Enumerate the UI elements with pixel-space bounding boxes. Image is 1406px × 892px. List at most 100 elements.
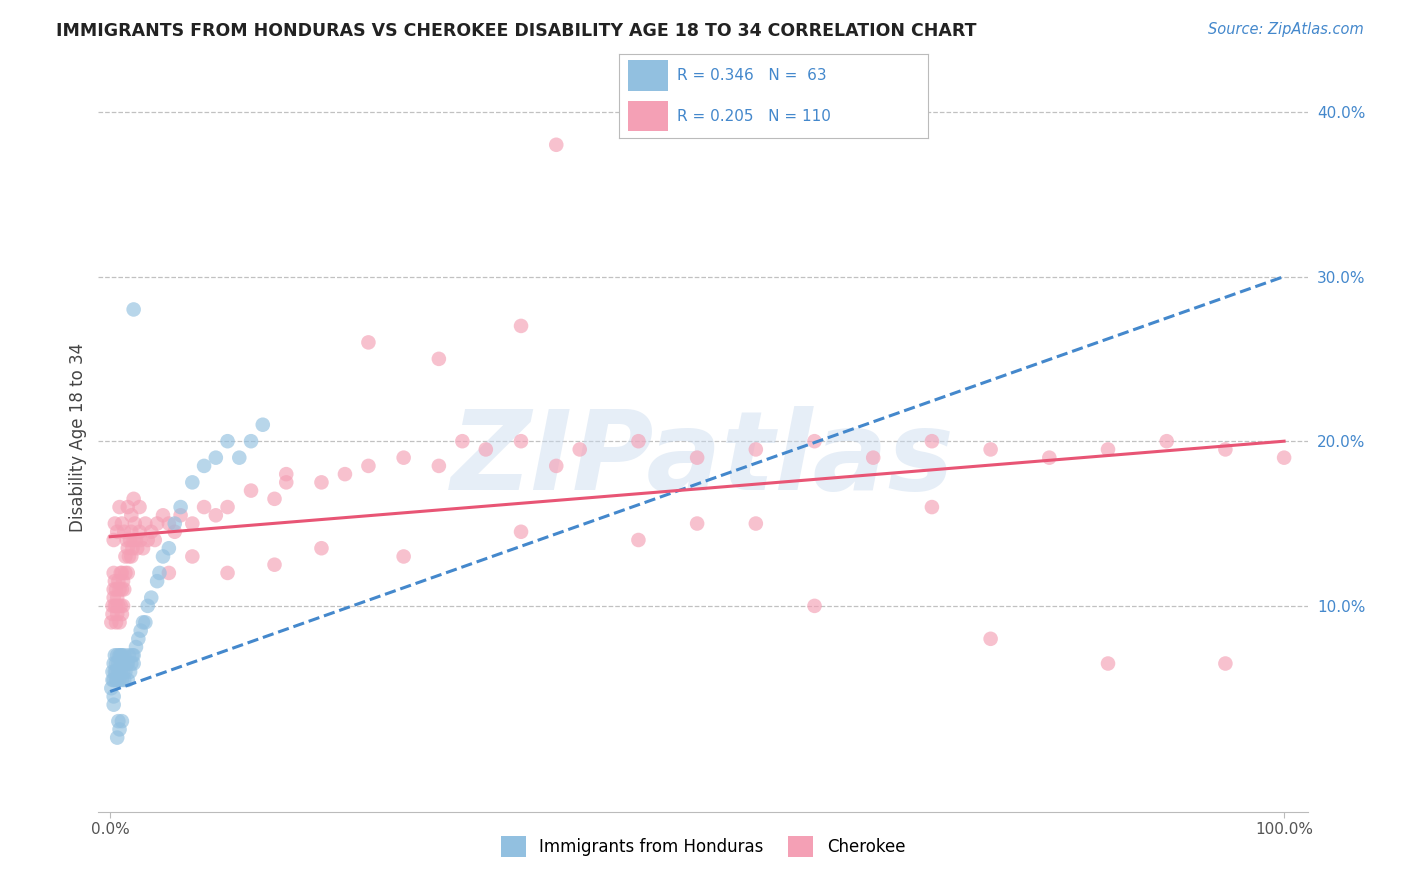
Point bbox=[104, 516, 127, 531]
Point bbox=[1097, 442, 1119, 457]
Point bbox=[1272, 450, 1295, 465]
Point bbox=[568, 442, 591, 457]
Point bbox=[108, 615, 131, 630]
Text: R = 0.205   N = 110: R = 0.205 N = 110 bbox=[678, 109, 831, 124]
Point bbox=[112, 673, 135, 687]
Bar bbox=[628, 61, 668, 91]
Point bbox=[357, 458, 380, 473]
Point bbox=[103, 566, 125, 580]
Point bbox=[104, 665, 127, 679]
Point bbox=[427, 458, 450, 473]
Point bbox=[132, 541, 155, 556]
Text: Source: ZipAtlas.com: Source: ZipAtlas.com bbox=[1208, 22, 1364, 37]
Point bbox=[105, 665, 128, 679]
Point bbox=[1097, 657, 1119, 671]
Point bbox=[107, 665, 129, 679]
Point bbox=[862, 450, 884, 465]
Point bbox=[103, 657, 125, 671]
Point bbox=[217, 500, 239, 514]
Point bbox=[112, 599, 135, 613]
Point bbox=[111, 673, 134, 687]
Point bbox=[136, 599, 159, 613]
Point bbox=[1215, 442, 1237, 457]
Point bbox=[111, 714, 134, 728]
Point bbox=[311, 541, 333, 556]
Point bbox=[204, 450, 226, 465]
Point bbox=[157, 541, 180, 556]
Point bbox=[228, 450, 250, 465]
Point bbox=[107, 714, 129, 728]
Point bbox=[921, 434, 943, 449]
Point bbox=[105, 582, 128, 597]
Point bbox=[120, 508, 142, 523]
Point bbox=[122, 648, 145, 663]
Point bbox=[117, 657, 139, 671]
Point bbox=[132, 615, 155, 630]
Point bbox=[103, 673, 125, 687]
Point bbox=[122, 491, 145, 506]
Bar bbox=[628, 101, 668, 131]
Point bbox=[118, 549, 141, 564]
Point bbox=[101, 665, 124, 679]
Point bbox=[108, 723, 131, 737]
Point bbox=[115, 657, 138, 671]
Point bbox=[1215, 657, 1237, 671]
Point bbox=[111, 657, 134, 671]
Point bbox=[1156, 434, 1178, 449]
Text: ZIPatlas: ZIPatlas bbox=[451, 406, 955, 513]
Point bbox=[103, 690, 125, 704]
Point bbox=[105, 599, 128, 613]
Point bbox=[112, 524, 135, 539]
Y-axis label: Disability Age 18 to 34: Disability Age 18 to 34 bbox=[69, 343, 87, 532]
Point bbox=[111, 648, 134, 663]
Point bbox=[146, 574, 169, 589]
Point bbox=[111, 582, 134, 597]
Point bbox=[120, 533, 142, 547]
Legend: Immigrants from Honduras, Cherokee: Immigrants from Honduras, Cherokee bbox=[494, 830, 912, 863]
Point bbox=[181, 475, 204, 490]
Point bbox=[110, 648, 132, 663]
Point bbox=[105, 673, 128, 687]
Point bbox=[204, 508, 226, 523]
Point bbox=[193, 500, 215, 514]
Point bbox=[105, 524, 128, 539]
Point bbox=[120, 549, 142, 564]
Point bbox=[333, 467, 356, 482]
Text: IMMIGRANTS FROM HONDURAS VS CHEROKEE DISABILITY AGE 18 TO 34 CORRELATION CHART: IMMIGRANTS FROM HONDURAS VS CHEROKEE DIS… bbox=[56, 22, 977, 40]
Point bbox=[103, 533, 125, 547]
Point bbox=[100, 681, 122, 696]
Point bbox=[276, 467, 298, 482]
Point bbox=[111, 607, 134, 621]
Point bbox=[105, 648, 128, 663]
Point bbox=[252, 417, 274, 432]
Point bbox=[108, 673, 131, 687]
Point bbox=[117, 541, 139, 556]
Point bbox=[240, 434, 263, 449]
Point bbox=[128, 500, 150, 514]
Point bbox=[157, 566, 180, 580]
Point bbox=[169, 500, 191, 514]
Point bbox=[451, 434, 474, 449]
Point bbox=[111, 566, 134, 580]
Point bbox=[357, 335, 380, 350]
Point bbox=[108, 500, 131, 514]
Point bbox=[107, 657, 129, 671]
Point bbox=[141, 524, 163, 539]
Point bbox=[101, 607, 124, 621]
Point bbox=[217, 434, 239, 449]
Point bbox=[112, 665, 135, 679]
Point bbox=[427, 351, 450, 366]
Point bbox=[104, 599, 127, 613]
Point bbox=[105, 673, 128, 687]
Point bbox=[117, 566, 139, 580]
Point bbox=[105, 607, 128, 621]
Point bbox=[125, 640, 148, 654]
Point bbox=[546, 458, 568, 473]
Point bbox=[163, 524, 186, 539]
Point bbox=[127, 632, 149, 646]
Point bbox=[475, 442, 498, 457]
Point bbox=[980, 632, 1002, 646]
Point bbox=[110, 657, 132, 671]
Point bbox=[115, 533, 138, 547]
Point bbox=[134, 516, 156, 531]
